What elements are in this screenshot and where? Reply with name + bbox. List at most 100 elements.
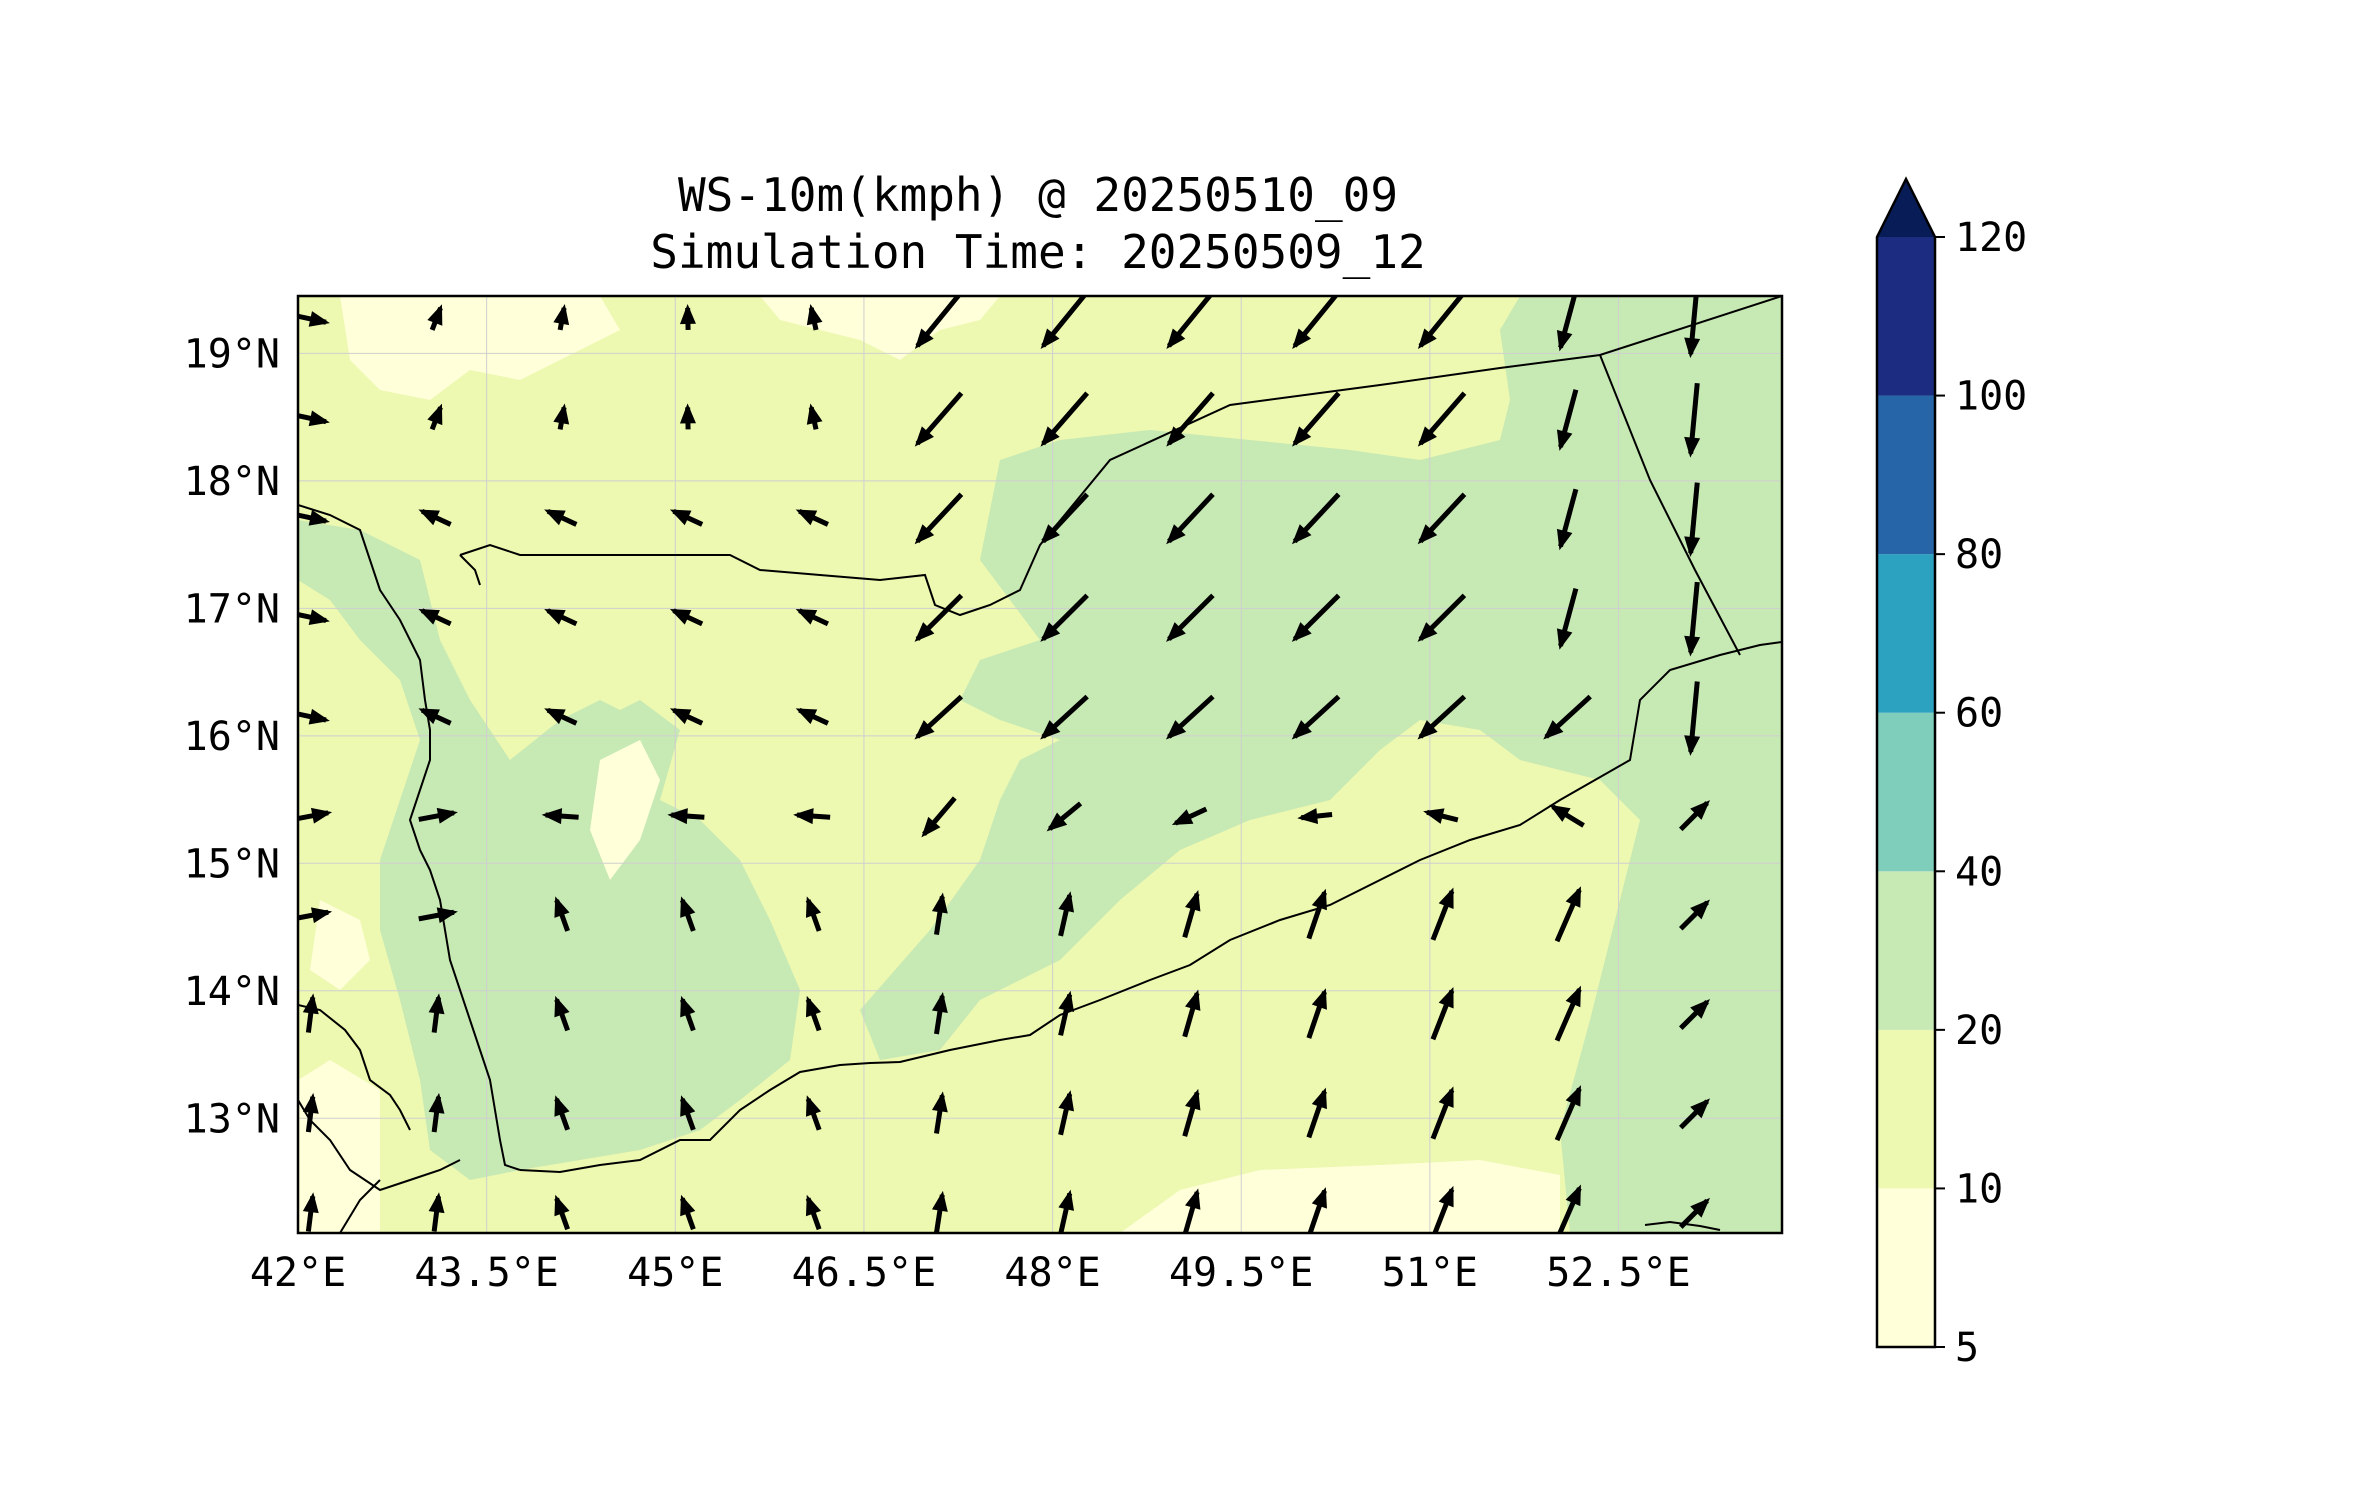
lon-tick-label: 51°E — [1382, 1250, 1478, 1296]
wind-arrow — [1684, 681, 1701, 756]
wind-map — [296, 294, 1784, 1235]
wind-arrow — [1678, 1098, 1710, 1130]
wind-arrow — [1684, 581, 1701, 657]
wind-arrow — [1554, 886, 1582, 943]
map-frame — [296, 294, 1784, 1235]
wind-arrow — [1292, 296, 1339, 350]
wind-speed-fill — [298, 296, 1782, 1233]
lat-tick-label: 14°N — [184, 969, 280, 1015]
wind-arrow — [1165, 694, 1215, 740]
wind-arrow — [298, 708, 330, 725]
lon-tick-label: 42°E — [250, 1250, 346, 1296]
wind-arrow — [1678, 800, 1710, 832]
wind-arrow — [1040, 492, 1089, 545]
lat-tick-label: 16°N — [184, 714, 280, 760]
wind-arrow — [1040, 593, 1089, 642]
wind-arrow — [931, 1091, 948, 1134]
wind-arrow — [1182, 890, 1201, 938]
wind-arrow — [805, 1194, 822, 1231]
wind-arrow — [921, 796, 957, 838]
green-region-east — [860, 296, 1782, 1233]
lon-tick-label: 45°E — [627, 1250, 723, 1296]
wind-arrow — [554, 1095, 570, 1131]
wind-arrow — [806, 304, 823, 331]
lon-tick-label: 48°E — [1004, 1250, 1100, 1296]
wind-arrow — [427, 304, 443, 331]
coastline-djibouti — [298, 1099, 461, 1192]
light-region-north2 — [760, 296, 1000, 360]
wind-arrow — [544, 608, 578, 627]
wind-arrow — [914, 694, 964, 740]
wind-arrow — [1554, 1085, 1582, 1142]
wind-arrow — [544, 707, 578, 726]
wind-arrow — [1291, 492, 1341, 545]
wind-arrow — [914, 296, 962, 350]
wind-arrow — [427, 403, 443, 431]
wind-arrow — [428, 993, 445, 1033]
wind-arrow — [553, 304, 570, 331]
wind-arrow — [428, 1192, 445, 1232]
wind-arrow — [1292, 391, 1341, 447]
wind-arrow — [1556, 296, 1577, 352]
lat-tick-label: 13°N — [184, 1096, 280, 1142]
colorbar-segment — [1877, 395, 1935, 555]
wind-arrow — [302, 1192, 319, 1232]
wind-arrow — [795, 608, 829, 627]
coastline-west — [298, 504, 521, 1171]
wind-arrow — [1684, 482, 1701, 558]
colorbar-segment — [1877, 554, 1935, 713]
border-west-internal — [459, 554, 481, 586]
wind-arrow — [418, 508, 452, 527]
wind-arrow — [418, 608, 452, 627]
wind-arrow — [1432, 1185, 1455, 1233]
border-oman — [1599, 354, 1741, 656]
coastline-south — [519, 641, 1782, 1174]
wind-arrow — [805, 995, 822, 1032]
wind-arrow — [1040, 296, 1088, 350]
wind-arrow — [418, 807, 458, 824]
wind-arrow — [1543, 694, 1592, 740]
colorbar-segment — [1877, 1188, 1935, 1347]
wind-arrow — [1182, 1088, 1201, 1137]
wind-arrow — [302, 993, 319, 1033]
lat-tick-label: 15°N — [184, 841, 280, 887]
wind-vectors — [298, 296, 1710, 1233]
lat-tick-label: 17°N — [184, 586, 280, 632]
wind-arrow — [544, 508, 578, 527]
wind-arrow — [679, 303, 696, 330]
wind-arrow — [298, 509, 330, 526]
colorbar-tick-label: 20 — [1955, 1008, 2003, 1054]
colorbar-segment — [1877, 712, 1935, 872]
lon-tick-label: 43.5°E — [414, 1250, 559, 1296]
wind-arrow — [795, 508, 829, 527]
wind-arrow — [1556, 488, 1579, 551]
wind-arrow — [554, 995, 570, 1032]
wind-arrow — [931, 892, 948, 935]
light-region-north — [340, 296, 620, 400]
wind-arrow — [806, 403, 823, 430]
wind-arrow — [553, 403, 570, 430]
wind-arrow — [1556, 389, 1579, 451]
wind-arrow — [1417, 296, 1465, 350]
wind-arrow — [1430, 986, 1455, 1041]
wind-arrow — [554, 1194, 570, 1231]
map-subtitle: Simulation Time: 20250509_12 — [650, 225, 1426, 279]
colorbar: 5 10 20 40 60 80 100 120 — [1875, 176, 2027, 1371]
coastlines-borders — [298, 296, 1782, 1233]
colorbar-extend-arrow — [1877, 179, 1935, 237]
wind-arrow — [298, 311, 330, 327]
colorbar-tick-label: 80 — [1955, 532, 2003, 578]
wind-arrow — [1291, 593, 1341, 642]
wind-arrow — [1684, 382, 1701, 458]
wind-arrow — [667, 808, 705, 825]
wind-arrow — [1058, 891, 1075, 937]
wind-arrow — [1182, 1188, 1201, 1233]
wind-arrow — [1684, 296, 1701, 359]
wind-arrow — [1423, 808, 1459, 824]
colorbar-tick-label: 100 — [1955, 374, 2027, 420]
wind-arrow — [1040, 391, 1090, 447]
light-region-inner — [590, 740, 660, 880]
wind-arrow — [669, 608, 704, 627]
longitude-tick-labels: 42°E 43.5°E 45°E 46.5°E 48°E 49.5°E 51°E 52.5°E — [250, 1250, 1691, 1296]
colorbar-tick-label: 40 — [1955, 849, 2003, 895]
